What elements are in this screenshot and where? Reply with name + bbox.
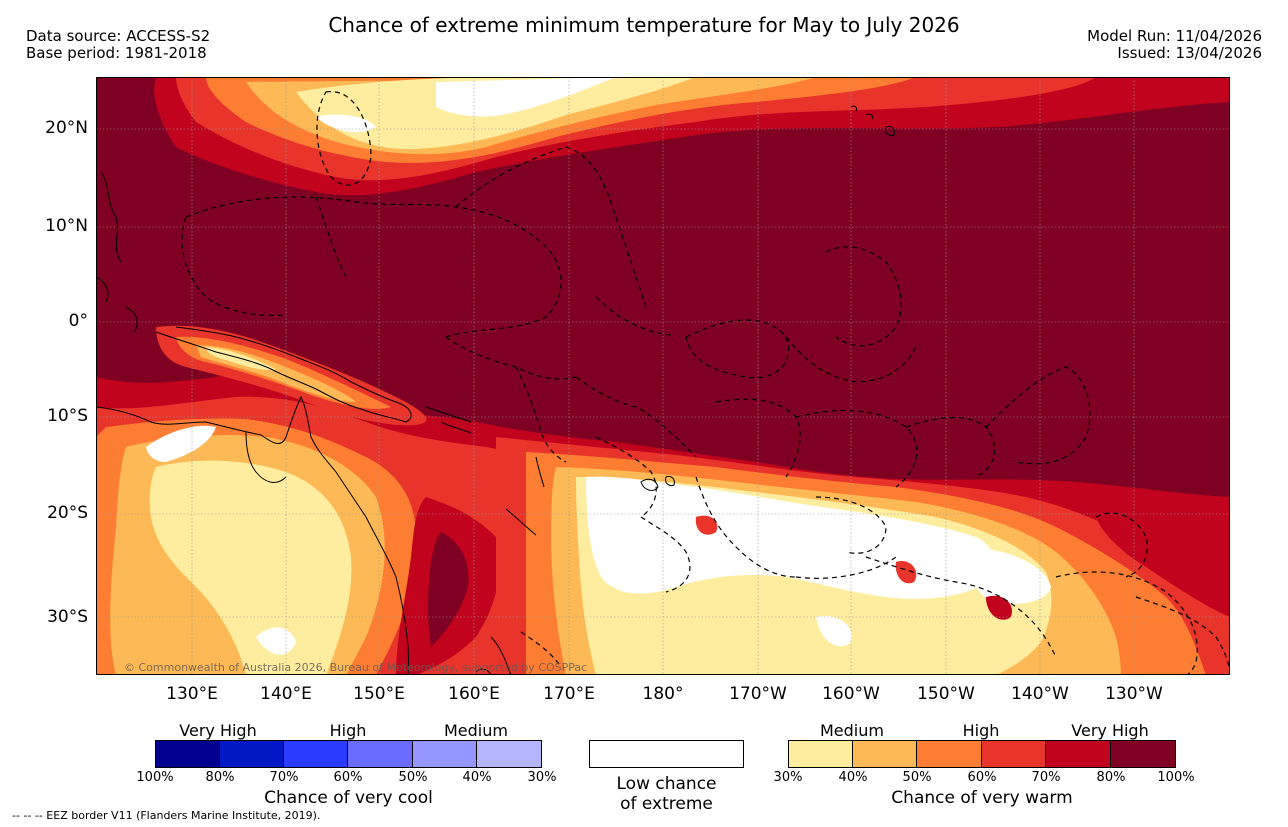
warm-tick: 50% xyxy=(902,770,932,785)
cool-category-high: High xyxy=(329,721,367,740)
cool-category-medium: Medium xyxy=(444,721,508,740)
cool-swatch-6 xyxy=(477,740,542,768)
warm-tick: 30% xyxy=(773,770,803,785)
cool-tick: 30% xyxy=(527,770,557,785)
lon-label-130w: 130°W xyxy=(1105,684,1163,704)
copyright-note: © Commonwealth of Australia 2026, Bureau… xyxy=(124,661,587,674)
warm-swatch-6 xyxy=(1111,740,1176,768)
low-chance-swatch xyxy=(589,740,744,768)
low-chance-label-line1: Low chance xyxy=(616,774,717,794)
warm-caption: Chance of very warm xyxy=(891,788,1073,808)
warm-category-high: High xyxy=(962,721,1000,740)
cool-caption: Chance of very cool xyxy=(264,788,433,808)
lat-label-30s: 30°S xyxy=(47,607,88,627)
lat-label-10s: 10°S xyxy=(47,406,88,426)
warm-tick: 80% xyxy=(1096,770,1126,785)
cool-category-very-high: Very High xyxy=(179,721,257,740)
lat-label-20s: 20°S xyxy=(47,503,88,523)
forecast-map: © Commonwealth of Australia 2026, Bureau… xyxy=(96,77,1230,675)
warm-swatch-2 xyxy=(853,740,917,768)
warm-swatch-4 xyxy=(982,740,1046,768)
lat-label-10n: 10°N xyxy=(45,216,88,236)
warm-tick: 40% xyxy=(838,770,868,785)
warm-category-very-high: Very High xyxy=(1071,721,1149,740)
lat-label-20n: 20°N xyxy=(45,118,88,138)
warm-tick: 70% xyxy=(1031,770,1061,785)
warm-swatch-1 xyxy=(788,740,853,768)
warm-swatch-5 xyxy=(1046,740,1111,768)
cool-swatch-3 xyxy=(284,740,348,768)
warm-swatch-3 xyxy=(917,740,982,768)
map-title: Chance of extreme minimum temperature fo… xyxy=(328,13,960,37)
base-period-label: Base period: 1981-2018 xyxy=(26,44,207,62)
low-chance-label-line2: of extreme xyxy=(620,794,713,814)
cool-tick: 100% xyxy=(136,770,174,785)
lon-label-150w: 150°W xyxy=(917,684,975,704)
lon-label-140e: 140°E xyxy=(260,684,312,704)
warm-tick: 100% xyxy=(1157,770,1195,785)
lon-label-180: 180° xyxy=(642,684,684,704)
warm-tick: 60% xyxy=(967,770,997,785)
cool-swatch-1 xyxy=(155,740,220,768)
cool-tick: 50% xyxy=(398,770,428,785)
lon-label-160e: 160°E xyxy=(448,684,500,704)
cool-swatch-2 xyxy=(220,740,284,768)
cool-tick: 80% xyxy=(205,770,235,785)
eez-border-note: -- -- -- EEZ border V11 (Flanders Marine… xyxy=(12,809,321,822)
warm-colorbar xyxy=(788,740,1176,768)
cool-colorbar xyxy=(155,740,542,768)
warm-category-medium: Medium xyxy=(820,721,884,740)
issued-label: Issued: 13/04/2026 xyxy=(1117,44,1262,62)
model-run-label: Model Run: 11/04/2026 xyxy=(1087,27,1262,45)
lon-label-170e: 170°E xyxy=(543,684,595,704)
lon-label-150e: 150°E xyxy=(353,684,405,704)
lat-label-equator: 0° xyxy=(68,311,88,331)
cool-tick: 70% xyxy=(269,770,299,785)
cool-tick: 40% xyxy=(462,770,492,785)
lon-label-130e: 130°E xyxy=(166,684,218,704)
cool-swatch-5 xyxy=(413,740,477,768)
data-source-label: Data source: ACCESS-S2 xyxy=(26,27,211,45)
cool-tick: 60% xyxy=(333,770,363,785)
lon-label-170w: 170°W xyxy=(729,684,787,704)
cool-swatch-4 xyxy=(348,740,413,768)
lon-label-160w: 160°W xyxy=(822,684,880,704)
lon-label-140w: 140°W xyxy=(1011,684,1069,704)
